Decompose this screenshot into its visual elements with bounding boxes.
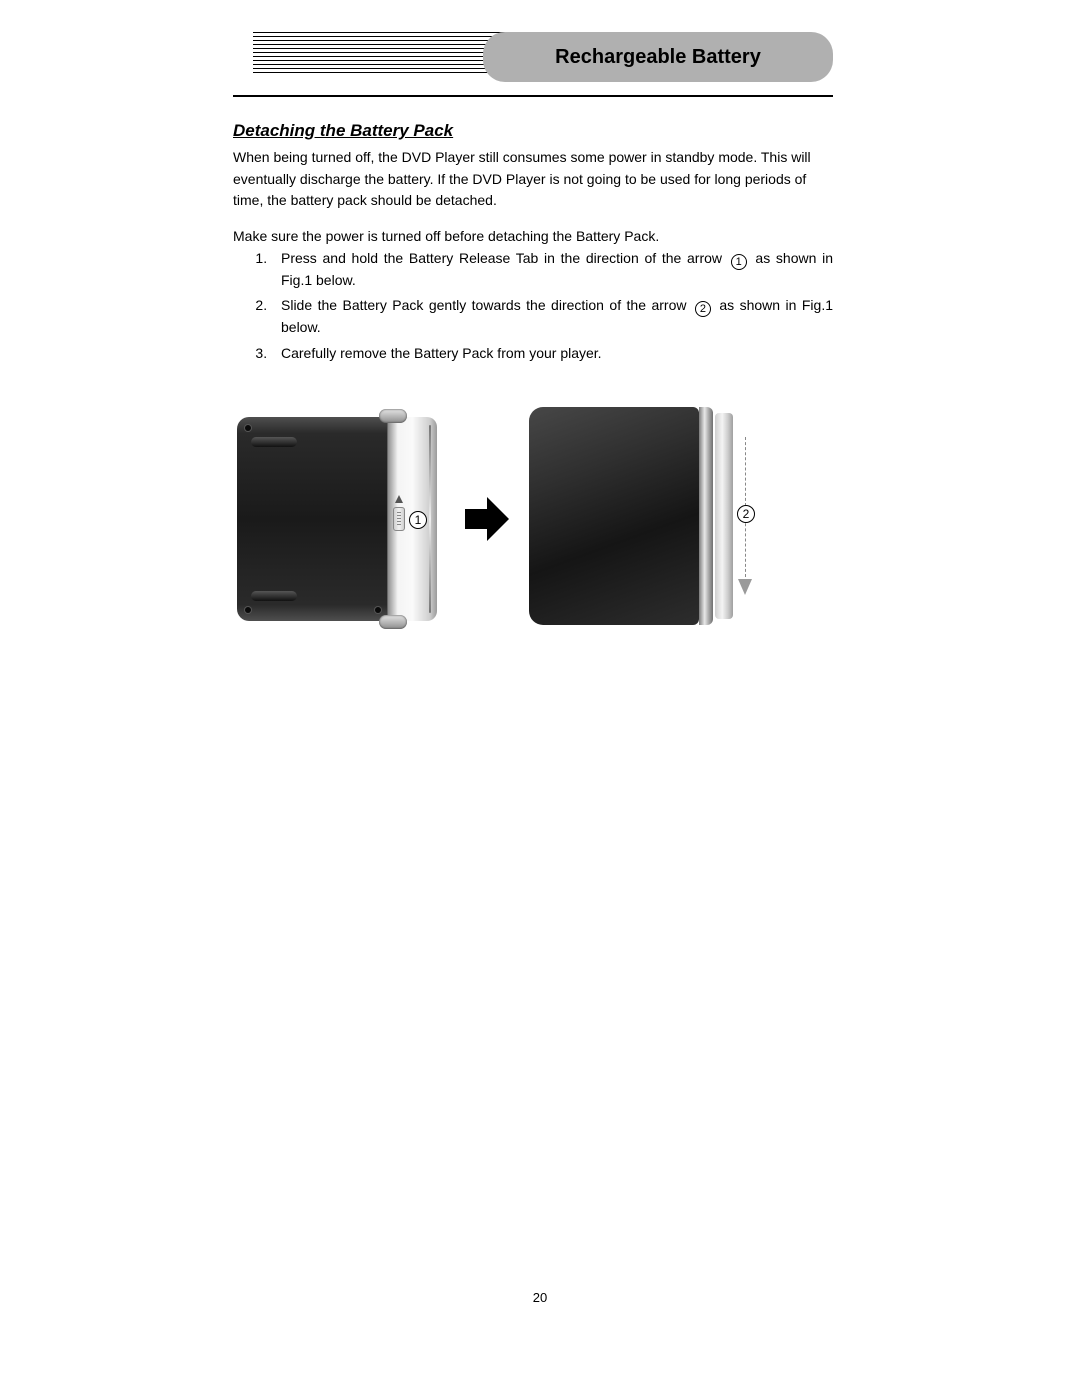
step-text: Carefully remove the Battery Pack from y… [281,345,602,361]
slide-arrow-icon [738,579,752,595]
device-right-illustration: 2 [529,407,759,631]
header-rule [233,95,833,97]
figure-1: 1 2 [233,401,833,641]
steps-list: Press and hold the Battery Release Tab i… [233,248,833,365]
player-body [237,417,387,621]
step-text: Slide the Battery Pack gently towards th… [281,297,692,313]
callout-2: 2 [737,505,755,523]
rubber-foot [251,437,297,447]
battery-release-tab [393,507,405,531]
page-number: 20 [0,1290,1080,1305]
section-title: Detaching the Battery Pack [233,121,833,141]
intro-paragraph: When being turned off, the DVD Player st… [233,147,833,212]
hinge [379,409,407,423]
step-text: Press and hold the Battery Release Tab i… [281,250,728,266]
header-title: Rechargeable Battery [555,46,761,69]
battery-pack-detached [715,413,733,619]
page-header: Rechargeable Battery [233,32,833,97]
player-body [529,407,699,625]
circled-ref-icon: 1 [731,254,747,270]
rubber-foot [251,591,297,601]
step-2: Slide the Battery Pack gently towards th… [271,295,833,339]
manual-page: Rechargeable Battery Detaching the Batte… [233,32,833,641]
device-left-illustration: 1 [237,411,445,627]
player-spine [699,407,713,625]
precaution-line: Make sure the power is turned off before… [233,226,833,248]
circled-ref-icon: 2 [695,301,711,317]
release-arrow-icon [395,495,403,503]
callout-1: 1 [409,511,427,529]
header-capsule: Rechargeable Battery [483,32,833,82]
step-3: Carefully remove the Battery Pack from y… [271,343,833,365]
header-lines-decoration [253,32,513,76]
step-1: Press and hold the Battery Release Tab i… [271,248,833,292]
hinge [379,615,407,629]
transition-arrow-icon [465,497,509,541]
